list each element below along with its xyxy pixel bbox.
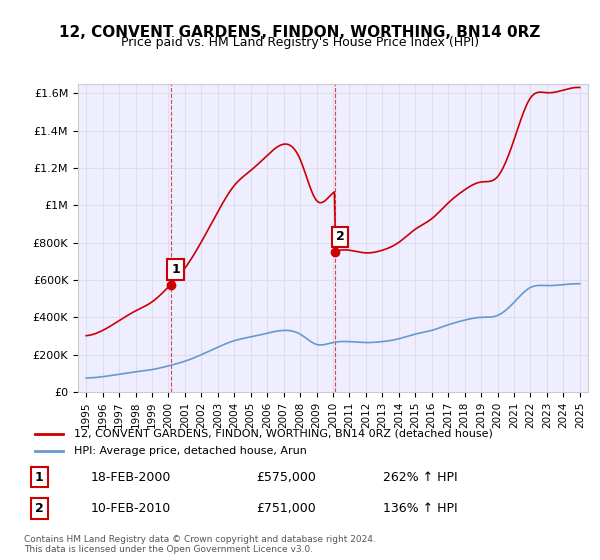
Text: 2: 2 [35, 502, 44, 515]
Text: HPI: Average price, detached house, Arun: HPI: Average price, detached house, Arun [74, 446, 307, 456]
Text: 2: 2 [335, 230, 344, 244]
Text: 18-FEB-2000: 18-FEB-2000 [90, 470, 170, 484]
Text: 136% ↑ HPI: 136% ↑ HPI [383, 502, 457, 515]
Text: £575,000: £575,000 [256, 470, 316, 484]
Text: 12, CONVENT GARDENS, FINDON, WORTHING, BN14 0RZ: 12, CONVENT GARDENS, FINDON, WORTHING, B… [59, 25, 541, 40]
Text: 1: 1 [35, 470, 44, 484]
Text: Contains HM Land Registry data © Crown copyright and database right 2024.
This d: Contains HM Land Registry data © Crown c… [24, 535, 376, 554]
Text: 1: 1 [171, 263, 180, 276]
Text: Price paid vs. HM Land Registry's House Price Index (HPI): Price paid vs. HM Land Registry's House … [121, 36, 479, 49]
Text: £751,000: £751,000 [256, 502, 316, 515]
Text: 12, CONVENT GARDENS, FINDON, WORTHING, BN14 0RZ (detached house): 12, CONVENT GARDENS, FINDON, WORTHING, B… [74, 429, 493, 439]
Text: 262% ↑ HPI: 262% ↑ HPI [383, 470, 457, 484]
Text: 10-FEB-2010: 10-FEB-2010 [90, 502, 170, 515]
